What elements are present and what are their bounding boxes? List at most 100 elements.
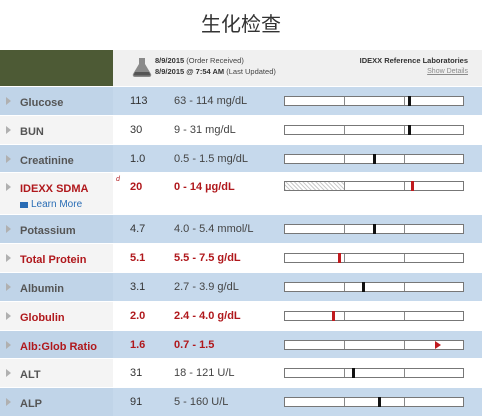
expand-triangle-icon[interactable] (6, 183, 11, 192)
expand-triangle-icon[interactable] (6, 254, 11, 263)
range-bar (284, 224, 464, 235)
table-row[interactable]: IDEXX SDMA Learn More d 20 0 - 14 µg/dL (0, 172, 482, 215)
result-marker (411, 181, 414, 192)
table-row[interactable]: Creatinine 1.0 0.5 - 1.5 mg/dL (0, 143, 482, 173)
test-name-cell[interactable]: ALP (0, 388, 113, 416)
reference-range: 4.0 - 5.4 mmol/L (174, 223, 254, 236)
result-marker (407, 96, 411, 106)
results-table: 8/9/2015 (Order Received) 8/9/2015 @ 7:5… (0, 50, 482, 416)
reference-range: 0.5 - 1.5 mg/dL (174, 152, 248, 165)
range-bar (284, 368, 464, 379)
result-marker (372, 224, 376, 235)
reference-range: 0 - 14 µg/dL (174, 181, 235, 194)
result-marker (337, 253, 341, 264)
order-dates: 8/9/2015 (Order Received) 8/9/2015 @ 7:5… (155, 55, 276, 77)
result-marker (362, 281, 365, 292)
test-name-cell[interactable]: Albumin (0, 272, 113, 301)
test-name-cell[interactable]: Creatinine (0, 144, 113, 173)
range-bar-divider (403, 398, 405, 407)
test-name: ALT (20, 369, 41, 382)
range-bar-divider (344, 97, 346, 105)
result-value: 1.0 (130, 152, 146, 165)
show-details-link[interactable]: Show Details (427, 68, 468, 75)
test-name-cell[interactable]: ALT (0, 359, 113, 388)
header-left-block (0, 50, 113, 86)
lab-name: IDEXX Reference Laboratories (359, 56, 468, 65)
results-rows: Glucose 113 63 - 114 mg/dL BUN 30 9 - 31 mg/d… (0, 86, 482, 416)
range-bar-divider (403, 340, 405, 349)
test-name: IDEXX SDMA (20, 183, 89, 196)
result-value: 2.0 (130, 309, 146, 322)
flask-icon (132, 58, 152, 78)
test-name: Globulin (20, 311, 65, 324)
test-name: Glucose (20, 97, 64, 109)
result-value: 91 (130, 396, 143, 409)
reference-range: 9 - 31 mg/dL (174, 123, 236, 136)
table-row[interactable]: Potassium 4.7 4.0 - 5.4 mmol/L (0, 214, 482, 244)
test-name: BUN (20, 125, 44, 138)
test-name-cell[interactable]: Alb:Glob Ratio (0, 330, 113, 359)
range-bar-divider (344, 311, 346, 320)
test-name-cell[interactable]: Globulin (0, 301, 113, 330)
table-row[interactable]: ALP 91 5 - 160 U/L (0, 387, 482, 416)
range-bar (284, 96, 464, 106)
range-bar-divider (403, 225, 405, 234)
result-value: 113 (130, 95, 148, 107)
range-bar-divider (344, 398, 346, 407)
table-row[interactable]: BUN 30 9 - 31 mg/dL (0, 114, 482, 144)
expand-triangle-icon[interactable] (6, 369, 11, 378)
range-bar-divider (344, 282, 346, 291)
table-row[interactable]: Globulin 2.0 2.4 - 4.0 g/dL (0, 300, 482, 330)
table-row[interactable]: Glucose 113 63 - 114 mg/dL (0, 86, 482, 115)
result-value: 5.1 (130, 252, 146, 265)
test-name: Total Protein (20, 254, 87, 267)
expand-triangle-icon[interactable] (6, 225, 11, 234)
test-name-cell[interactable]: IDEXX SDMA Learn More (0, 173, 113, 215)
result-flag: d (116, 176, 120, 184)
range-bar-divider (344, 125, 346, 134)
test-name-cell[interactable]: Total Protein (0, 244, 113, 272)
received-label: (Order Received) (186, 56, 244, 65)
reference-range: 0.7 - 1.5 (174, 338, 215, 351)
expand-triangle-icon[interactable] (6, 311, 11, 320)
table-row[interactable]: ALT 31 18 - 121 U/L (0, 358, 482, 388)
page-title: 生化检查 (201, 12, 281, 36)
result-value: 4.7 (130, 223, 146, 236)
lab-info: IDEXX Reference Laboratories Show Detail… (360, 55, 468, 77)
range-bar-divider (344, 182, 346, 191)
expand-triangle-icon[interactable] (6, 125, 11, 134)
table-row[interactable]: Total Protein 5.1 5.5 - 7.5 g/dL (0, 243, 482, 272)
result-marker (372, 153, 376, 164)
test-name-cell[interactable]: Potassium (0, 215, 113, 244)
range-bar-divider (344, 254, 346, 263)
range-bar-divider (403, 125, 405, 134)
range-bar-divider (403, 97, 405, 105)
range-bar (284, 181, 464, 192)
test-name: Albumin (20, 282, 64, 295)
range-bar (284, 253, 464, 264)
expand-triangle-icon[interactable] (6, 154, 11, 163)
range-bar-divider (403, 154, 405, 163)
expand-triangle-icon[interactable] (6, 282, 11, 291)
result-marker (407, 124, 411, 135)
test-name-cell[interactable]: BUN (0, 115, 113, 144)
table-row[interactable]: Albumin 3.1 2.7 - 3.9 g/dL (0, 271, 482, 301)
learn-more-label[interactable]: Learn More (31, 199, 83, 211)
expand-triangle-icon[interactable] (6, 398, 11, 407)
range-bar-divider (403, 369, 405, 378)
learn-more-link[interactable]: Learn More (20, 199, 113, 210)
expand-triangle-icon[interactable] (6, 97, 11, 105)
header-info: 8/9/2015 (Order Received) 8/9/2015 @ 7:5… (113, 50, 482, 86)
result-value: 20 (130, 181, 143, 194)
received-date: 8/9/2015 (155, 56, 185, 65)
expand-triangle-icon[interactable] (6, 340, 11, 349)
table-row[interactable]: Alb:Glob Ratio 1.6 0.7 - 1.5 (0, 329, 482, 359)
range-bar (284, 397, 464, 408)
test-name: ALP (20, 398, 42, 411)
result-value: 3.1 (130, 280, 146, 293)
range-bar-divider (344, 369, 346, 378)
test-name-cell[interactable]: Glucose (0, 87, 113, 115)
result-value: 1.6 (130, 338, 146, 351)
reference-range: 63 - 114 mg/dL (174, 95, 248, 107)
test-name: Creatinine (20, 154, 74, 167)
